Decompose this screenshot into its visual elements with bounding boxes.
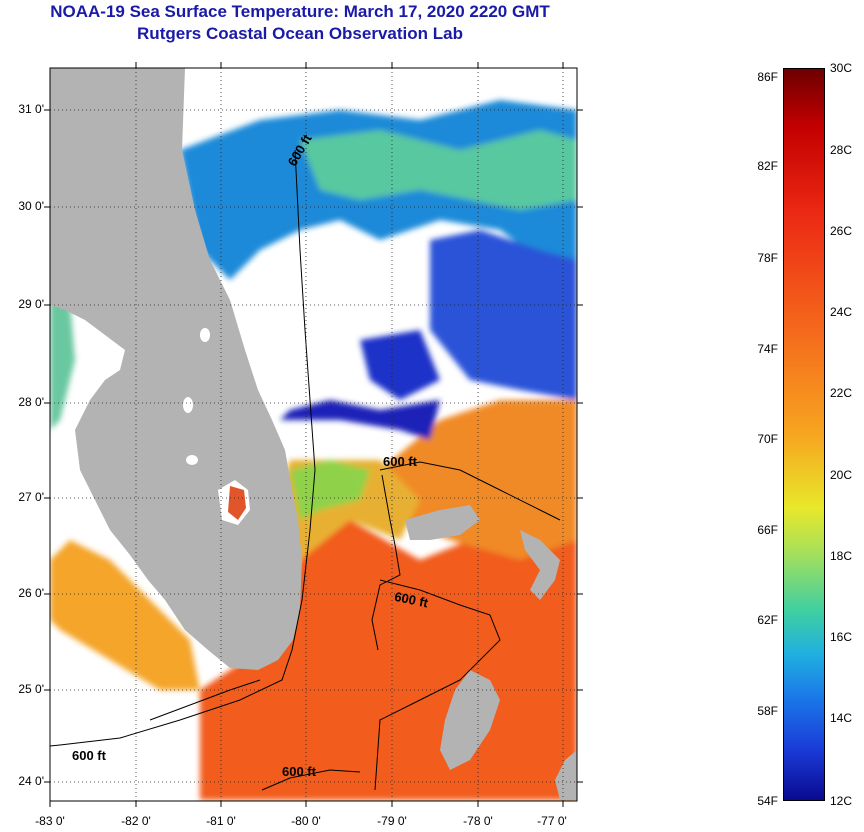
lat-label: 28 0' <box>18 395 44 409</box>
contour-label: 600 ft <box>383 454 418 469</box>
contour-label: 600 ft <box>72 748 107 763</box>
chart-subtitle: Rutgers Coastal Ocean Observation Lab <box>137 24 463 43</box>
isobath-600ft-bahamas <box>379 461 561 521</box>
colorbar-c-label: 24C <box>830 305 853 319</box>
colorbar-f-label: 66F <box>757 523 778 537</box>
lon-label: -77 0' <box>537 814 567 828</box>
gulf-cool-west <box>50 300 75 430</box>
cool-water-central <box>280 400 440 440</box>
lat-label: 31 0' <box>18 102 44 116</box>
chart-title: NOAA-19 Sea Surface Temperature: March 1… <box>50 2 550 21</box>
colorbar-f-label: 82F <box>757 159 778 173</box>
isobath-600ft-south <box>261 769 361 791</box>
contour-label: 600 ft <box>393 589 430 611</box>
inland-lake <box>183 397 193 413</box>
lat-label: 30 0' <box>18 199 44 213</box>
lat-label: 29 0' <box>18 297 44 311</box>
colorbar-c-label: 14C <box>830 711 853 725</box>
isobath-600ft-gbb <box>371 474 401 651</box>
colorbar-c-label: 18C <box>830 549 853 563</box>
colorbar-f-label: 58F <box>757 704 778 718</box>
colorbar-f-label: 70F <box>757 432 778 446</box>
lon-label: -80 0' <box>291 814 321 828</box>
isobath-600ft-tongue <box>374 579 501 791</box>
colorbar-c-label: 26C <box>830 224 853 238</box>
temperature-colorbar <box>783 68 825 801</box>
lon-label: -82 0' <box>121 814 151 828</box>
isobath-600ft-florida <box>50 149 316 747</box>
colorbar-f-label: 86F <box>757 70 778 84</box>
lon-label: -81 0' <box>206 814 236 828</box>
colorbar-f-label: 54F <box>757 794 778 808</box>
grand-bahama <box>405 505 480 540</box>
axis-ticks <box>44 62 583 807</box>
colorbar-f-label: 74F <box>757 342 778 356</box>
andros-island <box>440 670 500 770</box>
lake-okeechobee-edge <box>228 486 246 520</box>
eleuthera-island <box>555 750 577 800</box>
inland-lake <box>186 455 198 465</box>
contour-label: 600 ft <box>282 764 317 779</box>
colorbar-f-label: 62F <box>757 613 778 627</box>
colorbar-c-label: 16C <box>830 630 853 644</box>
lon-label: -79 0' <box>377 814 407 828</box>
colorbar-c-label: 20C <box>830 468 853 482</box>
warm-water-gulf <box>50 540 200 690</box>
florida-keys <box>149 679 261 721</box>
mixed-water-band <box>290 460 370 520</box>
cool-water-green <box>300 130 577 210</box>
lon-label: -78 0' <box>463 814 493 828</box>
inland-lake <box>200 328 210 342</box>
cool-water-east <box>430 230 577 400</box>
lat-label: 24 0' <box>18 774 44 788</box>
lat-label: 26 0' <box>18 586 44 600</box>
colorbar-c-label: 12C <box>830 794 853 808</box>
lat-label: 27 0' <box>18 490 44 504</box>
abaco-island <box>520 530 560 600</box>
lat-label: 25 0' <box>18 682 44 696</box>
colorbar-f-label: 78F <box>757 251 778 265</box>
colorbar-c-label: 28C <box>830 143 853 157</box>
cool-water-blobs <box>360 330 440 400</box>
colorbar-c-label: 30C <box>830 61 853 75</box>
colorbar-c-label: 22C <box>830 386 853 400</box>
lon-label: -83 0' <box>35 814 65 828</box>
map-frame <box>49 67 578 802</box>
